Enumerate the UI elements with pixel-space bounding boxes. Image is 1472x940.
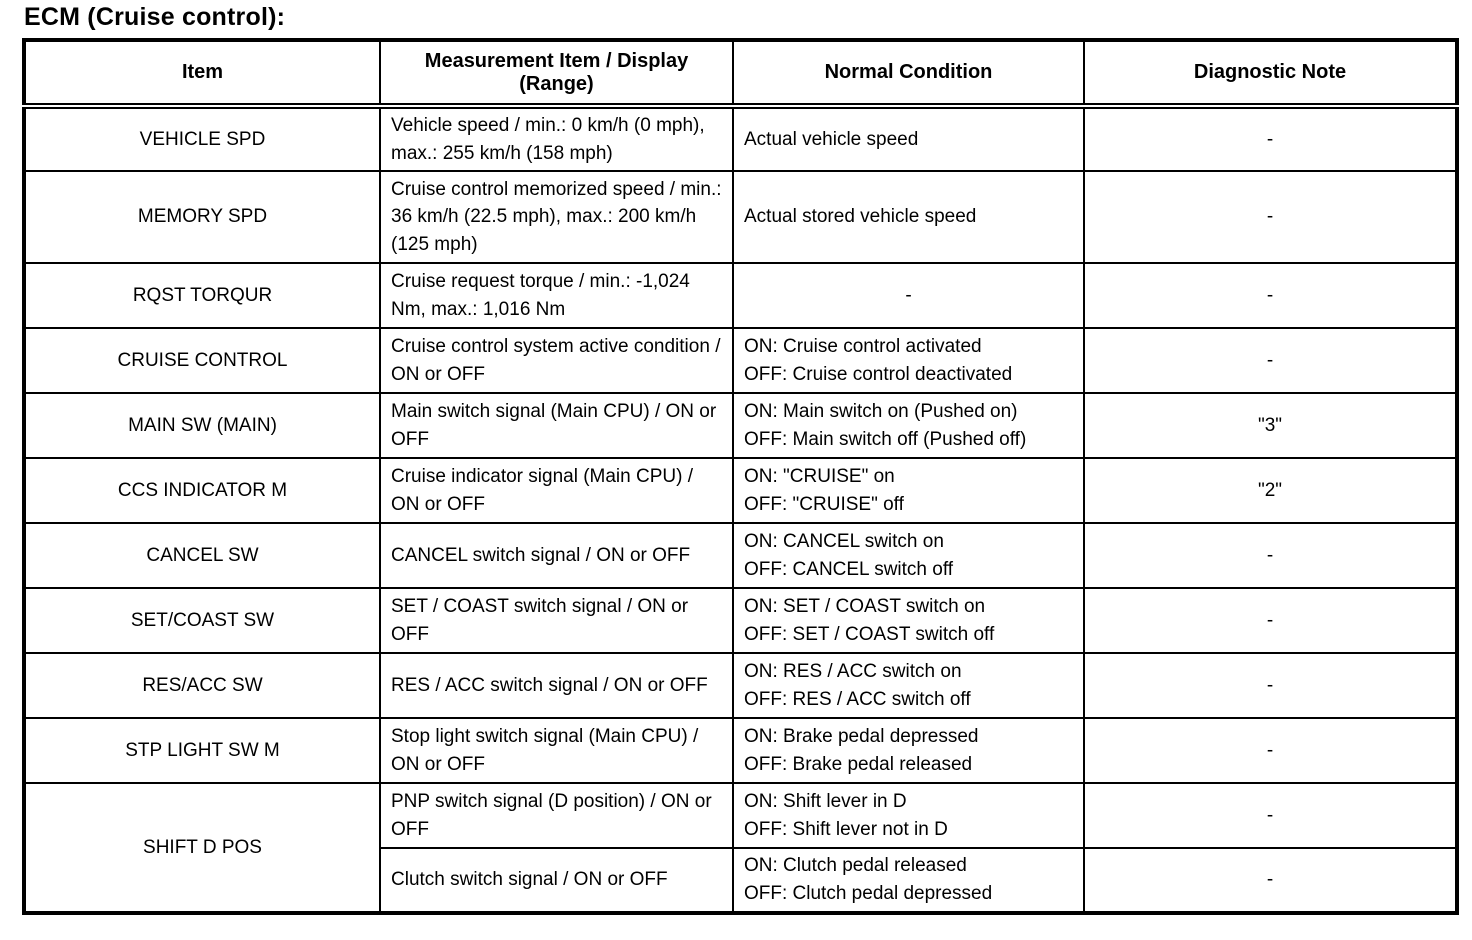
header-row: Item Measurement Item / Display (Range) …	[23, 39, 1458, 109]
cell-measurement: CANCEL switch signal / ON or OFF	[379, 522, 734, 589]
table-row: CANCEL SW CANCEL switch signal / ON or O…	[23, 522, 1458, 589]
cell-measurement: SET / COAST switch signal / ON or OFF	[379, 587, 734, 654]
table-row: MEMORY SPD Cruise control memorized spee…	[23, 170, 1458, 264]
cell-measurement: Cruise control memorized speed / min.: 3…	[379, 170, 734, 264]
table-header: Item Measurement Item / Display (Range) …	[23, 39, 1458, 109]
cell-normal-condition: Actual stored vehicle speed	[732, 170, 1085, 264]
cell-measurement: Cruise indicator signal (Main CPU) / ON …	[379, 457, 734, 524]
cell-normal-condition: ON: CANCEL switch on OFF: CANCEL switch …	[732, 522, 1085, 589]
cell-item: RQST TORQUR	[23, 262, 381, 329]
cell-measurement: Main switch signal (Main CPU) / ON or OF…	[379, 392, 734, 459]
table-body: VEHICLE SPD Vehicle speed / min.: 0 km/h…	[23, 105, 1458, 914]
cell-normal-condition: Actual vehicle speed	[732, 105, 1085, 172]
cell-diagnostic-note: -	[1083, 652, 1458, 719]
cell-measurement: Vehicle speed / min.: 0 km/h (0 mph), ma…	[379, 105, 734, 172]
cell-diagnostic-note: -	[1083, 782, 1458, 849]
table-row: SHIFT D POS PNP switch signal (D positio…	[23, 782, 1458, 914]
cell-item: STP LIGHT SW M	[23, 717, 381, 784]
cell-normal-condition: ON: Brake pedal depressed OFF: Brake ped…	[732, 717, 1085, 784]
cell-measurement: RES / ACC switch signal / ON or OFF	[379, 652, 734, 719]
cell-normal-condition: ON: "CRUISE" on OFF: "CRUISE" off	[732, 457, 1085, 524]
cell-measurement: Cruise control system active condition /…	[379, 327, 734, 394]
column-header-normal-condition: Normal Condition	[732, 39, 1085, 109]
cell-diagnostic-note: -	[1083, 522, 1458, 589]
table-row: RQST TORQUR Cruise request torque / min.…	[23, 262, 1458, 329]
cell-item: SET/COAST SW	[23, 587, 381, 654]
ecm-cruise-control-table: Item Measurement Item / Display (Range) …	[22, 38, 1459, 915]
cell-diagnostic-note: -	[1083, 105, 1458, 172]
column-header-item: Item	[23, 39, 381, 109]
cell-diagnostic-note: -	[1083, 327, 1458, 394]
cell-diagnostic-note: "3"	[1083, 392, 1458, 459]
cell-item: CRUISE CONTROL	[23, 327, 381, 394]
cell-diagnostic-note: -	[1083, 587, 1458, 654]
cell-measurement: Clutch switch signal / ON or OFF	[379, 847, 734, 914]
page-title: ECM (Cruise control):	[24, 3, 286, 31]
cell-item: SHIFT D POS	[23, 782, 381, 914]
cell-item: CCS INDICATOR M	[23, 457, 381, 524]
cell-normal-condition: ON: Shift lever in D OFF: Shift lever no…	[732, 782, 1085, 849]
cell-measurement: Cruise request torque / min.: -1,024 Nm,…	[379, 262, 734, 329]
cell-measurement: Stop light switch signal (Main CPU) / ON…	[379, 717, 734, 784]
column-header-diagnostic-note: Diagnostic Note	[1083, 39, 1458, 109]
cell-normal-condition: -	[732, 262, 1085, 329]
cell-diagnostic-note: "2"	[1083, 457, 1458, 524]
cell-normal-condition: ON: RES / ACC switch on OFF: RES / ACC s…	[732, 652, 1085, 719]
table-row: VEHICLE SPD Vehicle speed / min.: 0 km/h…	[23, 105, 1458, 172]
cell-item: CANCEL SW	[23, 522, 381, 589]
cell-item: VEHICLE SPD	[23, 105, 381, 172]
table-row: SET/COAST SW SET / COAST switch signal /…	[23, 587, 1458, 654]
cell-normal-condition: ON: Main switch on (Pushed on) OFF: Main…	[732, 392, 1085, 459]
cell-normal-condition: ON: Cruise control activated OFF: Cruise…	[732, 327, 1085, 394]
cell-normal-condition: ON: Clutch pedal released OFF: Clutch pe…	[732, 847, 1085, 914]
table-row: CRUISE CONTROL Cruise control system act…	[23, 327, 1458, 394]
cell-diagnostic-note: -	[1083, 170, 1458, 264]
cell-item: RES/ACC SW	[23, 652, 381, 719]
cell-item: MAIN SW (MAIN)	[23, 392, 381, 459]
table-row: RES/ACC SW RES / ACC switch signal / ON …	[23, 652, 1458, 719]
cell-item: MEMORY SPD	[23, 170, 381, 264]
cell-diagnostic-note: -	[1083, 847, 1458, 914]
cell-measurement: PNP switch signal (D position) / ON or O…	[379, 782, 734, 849]
table-row: MAIN SW (MAIN) Main switch signal (Main …	[23, 392, 1458, 459]
table-row: STP LIGHT SW M Stop light switch signal …	[23, 717, 1458, 784]
cell-diagnostic-note: -	[1083, 717, 1458, 784]
column-header-measurement: Measurement Item / Display (Range)	[379, 39, 734, 109]
cell-diagnostic-note: -	[1083, 262, 1458, 329]
table-row: CCS INDICATOR M Cruise indicator signal …	[23, 457, 1458, 524]
cell-normal-condition: ON: SET / COAST switch on OFF: SET / COA…	[732, 587, 1085, 654]
table-row: Clutch switch signal / ON or OFF ON: Clu…	[24, 847, 1458, 914]
